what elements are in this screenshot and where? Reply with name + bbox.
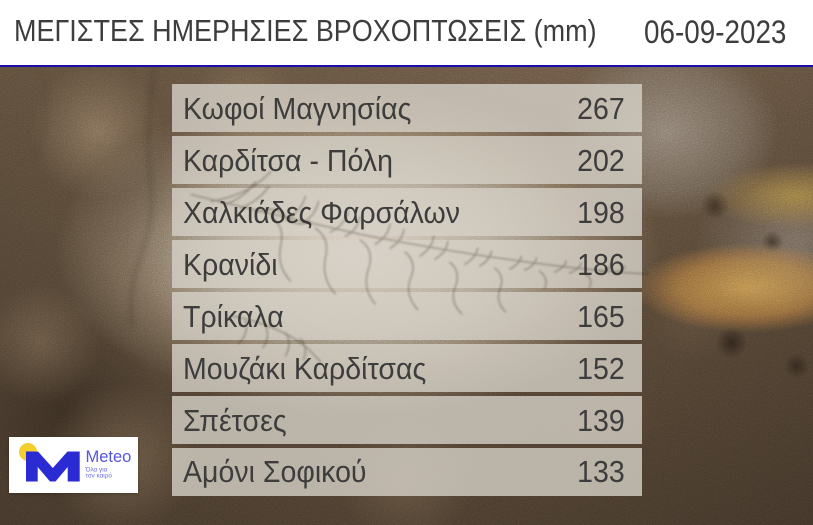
svg-text:Meteo: Meteo: [86, 448, 132, 466]
svg-text:τον καιρό: τον καιρό: [86, 472, 113, 480]
